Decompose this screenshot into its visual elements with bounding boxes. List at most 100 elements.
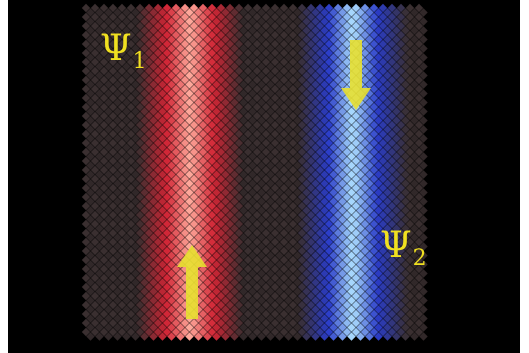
lattice-site [378,66,388,76]
lattice-site [387,129,397,139]
lattice-site [252,111,262,121]
lattice-site [257,206,266,215]
lattice-site [288,219,298,229]
lattice-site [212,26,221,35]
lattice-site [320,233,329,242]
lattice-site [90,327,100,337]
lattice-site [239,35,248,44]
psi2-subscript: 2 [412,246,427,271]
lattice-site [405,120,415,130]
lattice-site [230,251,239,260]
lattice-site [153,165,163,175]
lattice-site [212,332,221,341]
lattice-site [95,206,104,215]
lattice-site [239,314,248,323]
lattice-site [140,17,149,26]
lattice-site [194,107,203,116]
lattice-site [329,170,338,179]
lattice-site [333,210,343,220]
lattice-site [410,17,419,26]
lattice-site [279,201,289,211]
lattice-site [266,170,275,179]
lattice-site [338,143,347,152]
lattice-site [378,300,388,310]
lattice-site [95,134,104,143]
lattice-site [167,107,176,116]
lattice-site [90,255,100,265]
lattice-site [158,323,167,332]
lattice-site [185,188,194,197]
lattice-site [419,206,428,215]
lattice-site [275,98,284,107]
lattice-site [81,39,91,49]
lattice-site [203,143,212,152]
lattice-site [279,102,289,112]
lattice-site [320,152,329,161]
lattice-site [360,75,370,85]
lattice-site [360,21,370,31]
lattice-site [221,287,230,296]
lattice-site [90,291,100,301]
lattice-site [419,17,428,26]
lattice-site [257,287,266,296]
lattice-site [306,93,316,103]
lattice-site [396,156,406,166]
lattice-site [248,197,257,206]
lattice-site [293,278,302,287]
lattice-site [185,71,194,80]
lattice-site [419,251,428,260]
lattice-site [360,309,370,319]
lattice-site [270,30,280,40]
lattice-site [387,273,397,283]
lattice-site [257,26,266,35]
lattice-site [365,8,374,17]
lattice-site [302,89,311,98]
lattice-site [243,30,253,40]
lattice-site [95,233,104,242]
lattice-site [279,3,289,13]
lattice-site [99,255,109,265]
lattice-site [149,314,158,323]
lattice-site [333,48,343,58]
lattice-site [171,309,181,319]
lattice-site [351,264,361,274]
lattice-site [333,246,343,256]
lattice-site [360,210,370,220]
lattice-site [360,201,370,211]
lattice-site [171,264,181,274]
lattice-site [320,332,329,341]
lattice-site [315,183,325,193]
lattice-site [293,98,302,107]
lattice-site [176,26,185,35]
lattice-site [252,192,262,202]
lattice-site [104,62,113,71]
lattice-site [167,98,176,107]
lattice-site [351,282,361,292]
lattice-site [333,219,343,229]
lattice-site [167,251,176,260]
lattice-site [230,305,239,314]
lattice-site [95,17,104,26]
lattice-site [198,318,208,328]
lattice-site [162,327,172,337]
lattice-site [248,98,257,107]
lattice-site [315,75,325,85]
lattice-site [207,291,217,301]
lattice-site [383,332,392,341]
lattice-site [225,75,235,85]
lattice-site [365,206,374,215]
lattice-site [351,255,361,265]
lattice-site [279,30,289,40]
lattice-site [360,156,370,166]
lattice-site [153,327,163,337]
lattice-site [333,318,343,328]
lattice-site [257,197,266,206]
lattice-site [284,305,293,314]
lattice-site [284,143,293,152]
lattice-site [234,21,244,31]
lattice-site [311,332,320,341]
lattice-site [234,282,244,292]
lattice-site [392,161,401,170]
lattice-site [90,129,100,139]
lattice-site [297,174,307,184]
